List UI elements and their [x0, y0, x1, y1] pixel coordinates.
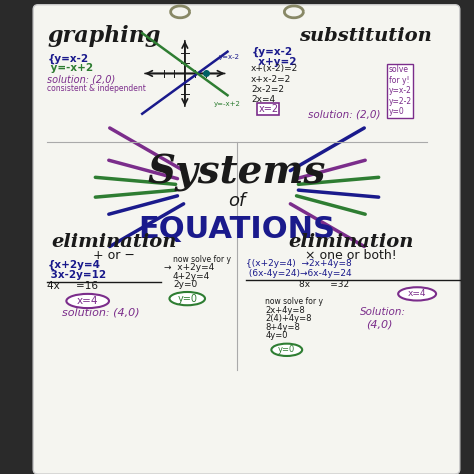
Text: 2(4)+4y=8: 2(4)+4y=8	[265, 314, 312, 323]
Text: 8+4y=8: 8+4y=8	[265, 323, 301, 332]
Text: solution: (2,0): solution: (2,0)	[47, 75, 116, 85]
Text: {y=x-2: {y=x-2	[47, 54, 89, 64]
Text: y=0: y=0	[278, 346, 295, 354]
Text: y=0: y=0	[177, 293, 197, 304]
Text: + or −: + or −	[93, 248, 135, 262]
Text: 2x=4: 2x=4	[251, 95, 275, 104]
Text: now solve for y: now solve for y	[173, 255, 231, 264]
Text: y=-x+2: y=-x+2	[47, 63, 93, 73]
Text: solution: (2,0): solution: (2,0)	[308, 109, 381, 119]
Text: (6x-4y=24)→6x-4y=24: (6x-4y=24)→6x-4y=24	[246, 269, 352, 278]
Text: x+y=2: x+y=2	[251, 57, 297, 67]
Text: consistent & independent: consistent & independent	[47, 84, 146, 93]
Ellipse shape	[170, 292, 205, 305]
FancyBboxPatch shape	[33, 5, 460, 474]
Text: elimination: elimination	[51, 233, 176, 251]
Text: x=4: x=4	[408, 290, 427, 298]
Text: x+x-2=2: x+x-2=2	[251, 74, 292, 83]
Text: graphing: graphing	[47, 25, 161, 46]
Text: EQUATIONS: EQUATIONS	[138, 215, 336, 245]
Text: Solution:: Solution:	[360, 307, 406, 317]
Text: 4+2y=4: 4+2y=4	[173, 272, 210, 281]
Text: solve
for y!
y=x-2
y=2-2
y=0: solve for y! y=x-2 y=2-2 y=0	[389, 65, 412, 116]
Text: →  x+2y=4: → x+2y=4	[164, 263, 214, 272]
Text: Systems: Systems	[148, 154, 326, 192]
Text: 2x-2=2: 2x-2=2	[251, 85, 284, 94]
Text: {(x+2y=4)  →2x+4y=8: {(x+2y=4) →2x+4y=8	[246, 259, 352, 268]
Text: elimination: elimination	[288, 233, 413, 251]
Text: substitution: substitution	[299, 27, 431, 45]
Text: now solve for y: now solve for y	[265, 297, 323, 306]
Text: of: of	[228, 192, 246, 210]
Text: y=-x+2: y=-x+2	[214, 101, 241, 107]
Text: solution: (4,0): solution: (4,0)	[62, 307, 139, 317]
Ellipse shape	[398, 287, 436, 301]
Text: x=2: x=2	[258, 104, 278, 114]
Ellipse shape	[66, 294, 109, 308]
Ellipse shape	[271, 344, 302, 356]
Text: x+(x-2)=2: x+(x-2)=2	[251, 64, 299, 73]
Text: 4x     =16: 4x =16	[47, 281, 99, 291]
Text: 8x       =32: 8x =32	[299, 280, 349, 289]
Text: {x+2y=4: {x+2y=4	[47, 260, 100, 270]
Text: 2y=0: 2y=0	[173, 280, 197, 289]
Text: × one or both!: × one or both!	[305, 248, 397, 262]
Text: (4,0): (4,0)	[366, 319, 392, 329]
Text: {y=x-2: {y=x-2	[251, 46, 292, 57]
Text: 2x+4y=8: 2x+4y=8	[265, 306, 305, 315]
Text: y=x-2: y=x-2	[219, 54, 240, 60]
Text: x=4: x=4	[77, 296, 99, 306]
Text: 3x-2y=12: 3x-2y=12	[47, 270, 107, 280]
Text: 4y=0: 4y=0	[265, 331, 288, 340]
